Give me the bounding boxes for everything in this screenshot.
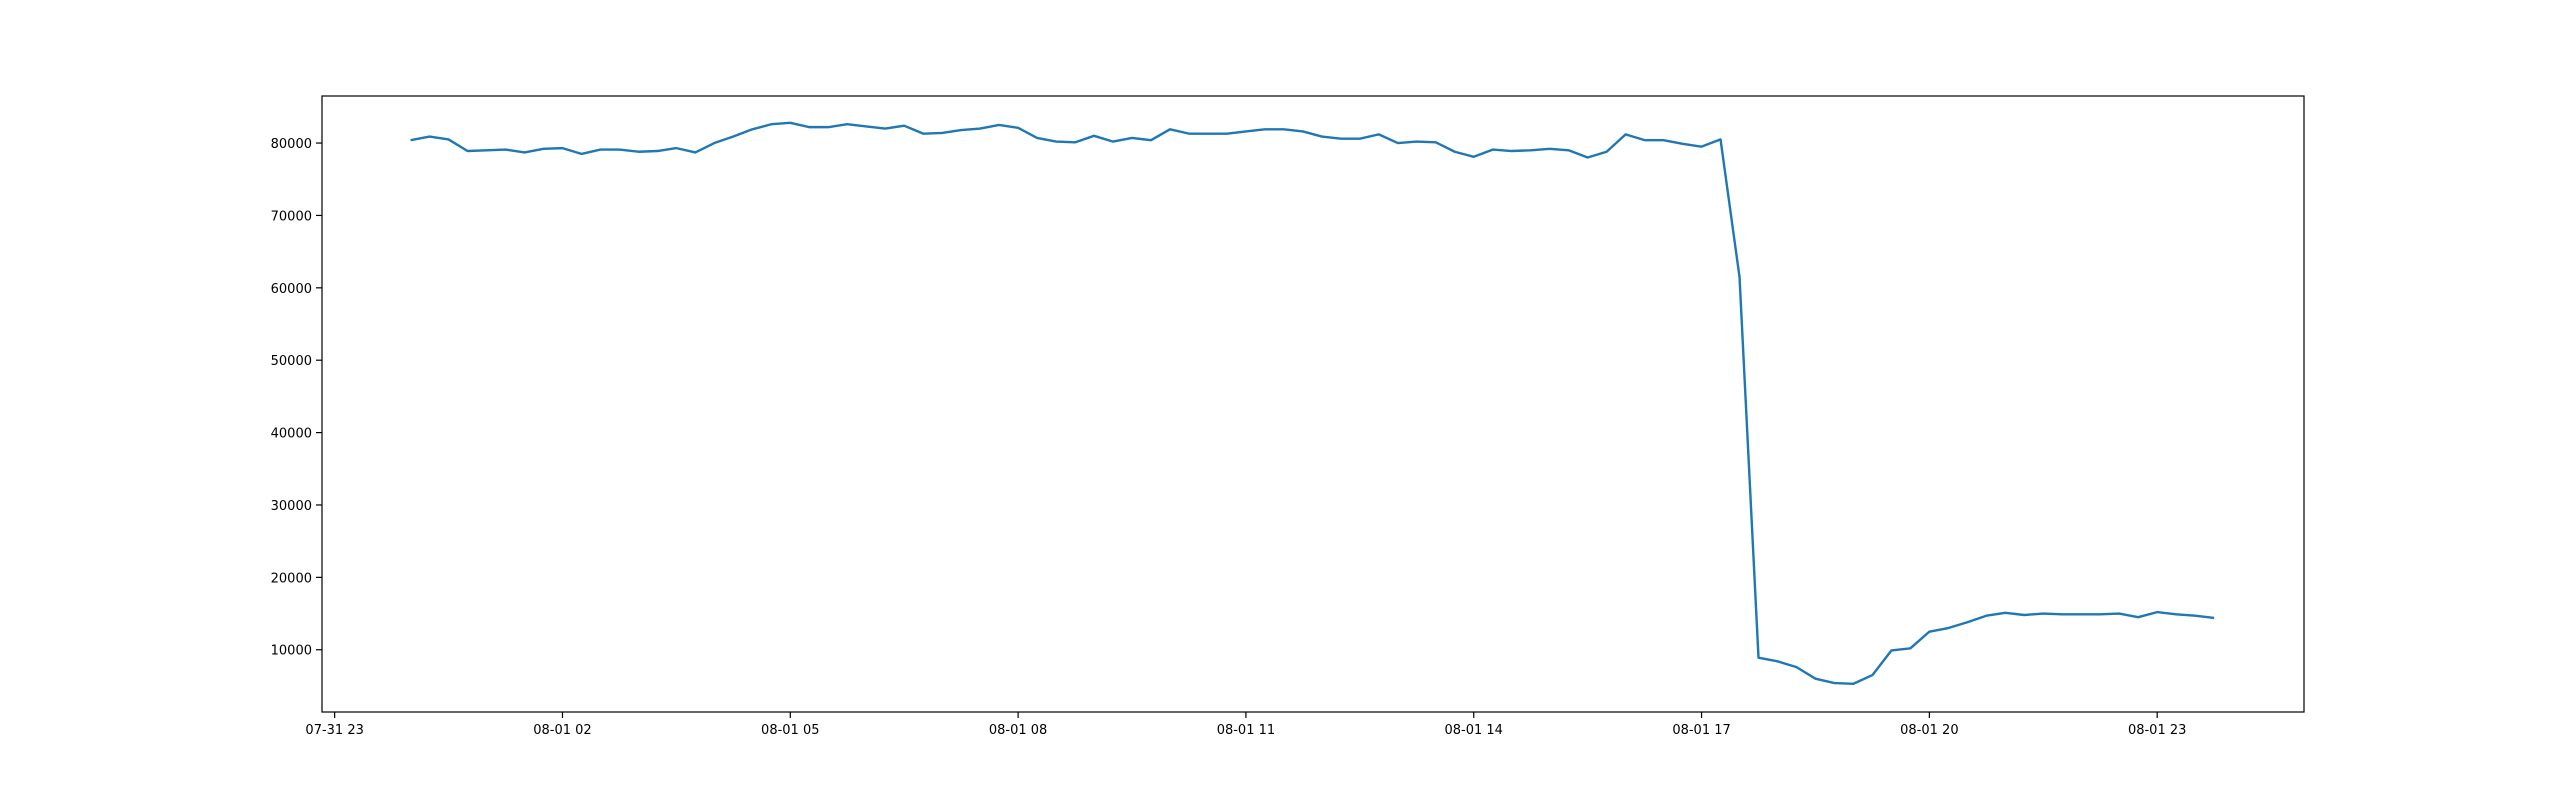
y-tick-label: 50000 [271, 354, 312, 369]
y-tick-label: 30000 [271, 499, 312, 514]
x-tick-label: 08-01 02 [533, 723, 591, 738]
axes-frame [321, 95, 2305, 713]
x-tick-label: 08-01 05 [761, 723, 819, 738]
y-tick-label: 80000 [271, 137, 312, 152]
x-tick-label: 08-01 08 [989, 723, 1047, 738]
x-tick-label: 08-01 11 [1217, 723, 1275, 738]
x-tick-label: 08-01 14 [1445, 723, 1503, 738]
x-tick-label: 08-01 17 [1672, 723, 1730, 738]
y-tick-label: 10000 [271, 644, 312, 659]
x-tick-label: 08-01 23 [2128, 723, 2186, 738]
y-tick-label: 70000 [271, 209, 312, 224]
y-tick-label: 60000 [271, 282, 312, 297]
x-tick-label: 08-01 20 [1900, 723, 1958, 738]
line [410, 121, 2215, 685]
x-tick-label: 07-31 23 [305, 723, 363, 738]
y-tick-label: 20000 [271, 571, 312, 586]
y-tick-label: 40000 [271, 427, 312, 442]
